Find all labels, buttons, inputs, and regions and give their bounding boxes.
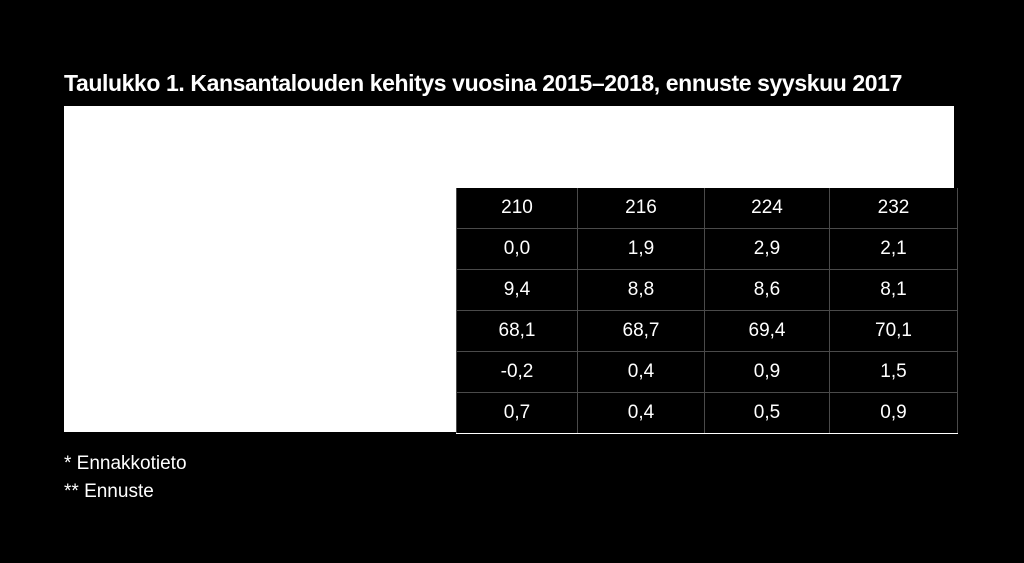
table-cell: 0,0 xyxy=(456,228,578,270)
data-table: 210 216 224 232 0,0 1,9 2,9 2,1 9,4 8,8 … xyxy=(456,188,958,434)
table-row: -0,2 0,4 0,9 1,5 xyxy=(456,351,958,393)
table-cell: 1,5 xyxy=(829,351,958,393)
table-cell: 210 xyxy=(456,188,578,229)
table-row: 9,4 8,8 8,6 8,1 xyxy=(456,269,958,311)
footnote-forecast: ** Ennuste xyxy=(64,481,154,502)
table-cell: 2,9 xyxy=(704,228,830,270)
table-cell: 68,7 xyxy=(577,310,705,352)
footnotes: * Ennakkotieto ** Ennuste xyxy=(64,450,187,506)
table-cell: 9,4 xyxy=(456,269,578,311)
footnote-preliminary: * Ennakkotieto xyxy=(64,453,187,474)
table-cell: 0,9 xyxy=(829,392,958,434)
table-cell: 8,1 xyxy=(829,269,958,311)
table-cell: 70,1 xyxy=(829,310,958,352)
table-cell: 8,8 xyxy=(577,269,705,311)
table-cell: 232 xyxy=(829,188,958,229)
table-cell: 1,9 xyxy=(577,228,705,270)
table-title: Taulukko 1. Kansantalouden kehitys vuosi… xyxy=(64,70,902,96)
table-row: 210 216 224 232 xyxy=(456,188,958,229)
table-cell: 224 xyxy=(704,188,830,229)
table-cell: 0,4 xyxy=(577,351,705,393)
table-row: 68,1 68,7 69,4 70,1 xyxy=(456,310,958,352)
table-cell: 0,7 xyxy=(456,392,578,434)
table-row: 0,0 1,9 2,9 2,1 xyxy=(456,228,958,270)
table-cell: 0,5 xyxy=(704,392,830,434)
table-cell: 2,1 xyxy=(829,228,958,270)
table-cell: 68,1 xyxy=(456,310,578,352)
table-row: 0,7 0,4 0,5 0,9 xyxy=(456,392,958,434)
table-cell: 69,4 xyxy=(704,310,830,352)
table-cell: -0,2 xyxy=(456,351,578,393)
table-cell: 216 xyxy=(577,188,705,229)
table-cell: 8,6 xyxy=(704,269,830,311)
table-cell: 0,4 xyxy=(577,392,705,434)
table-cell: 0,9 xyxy=(704,351,830,393)
